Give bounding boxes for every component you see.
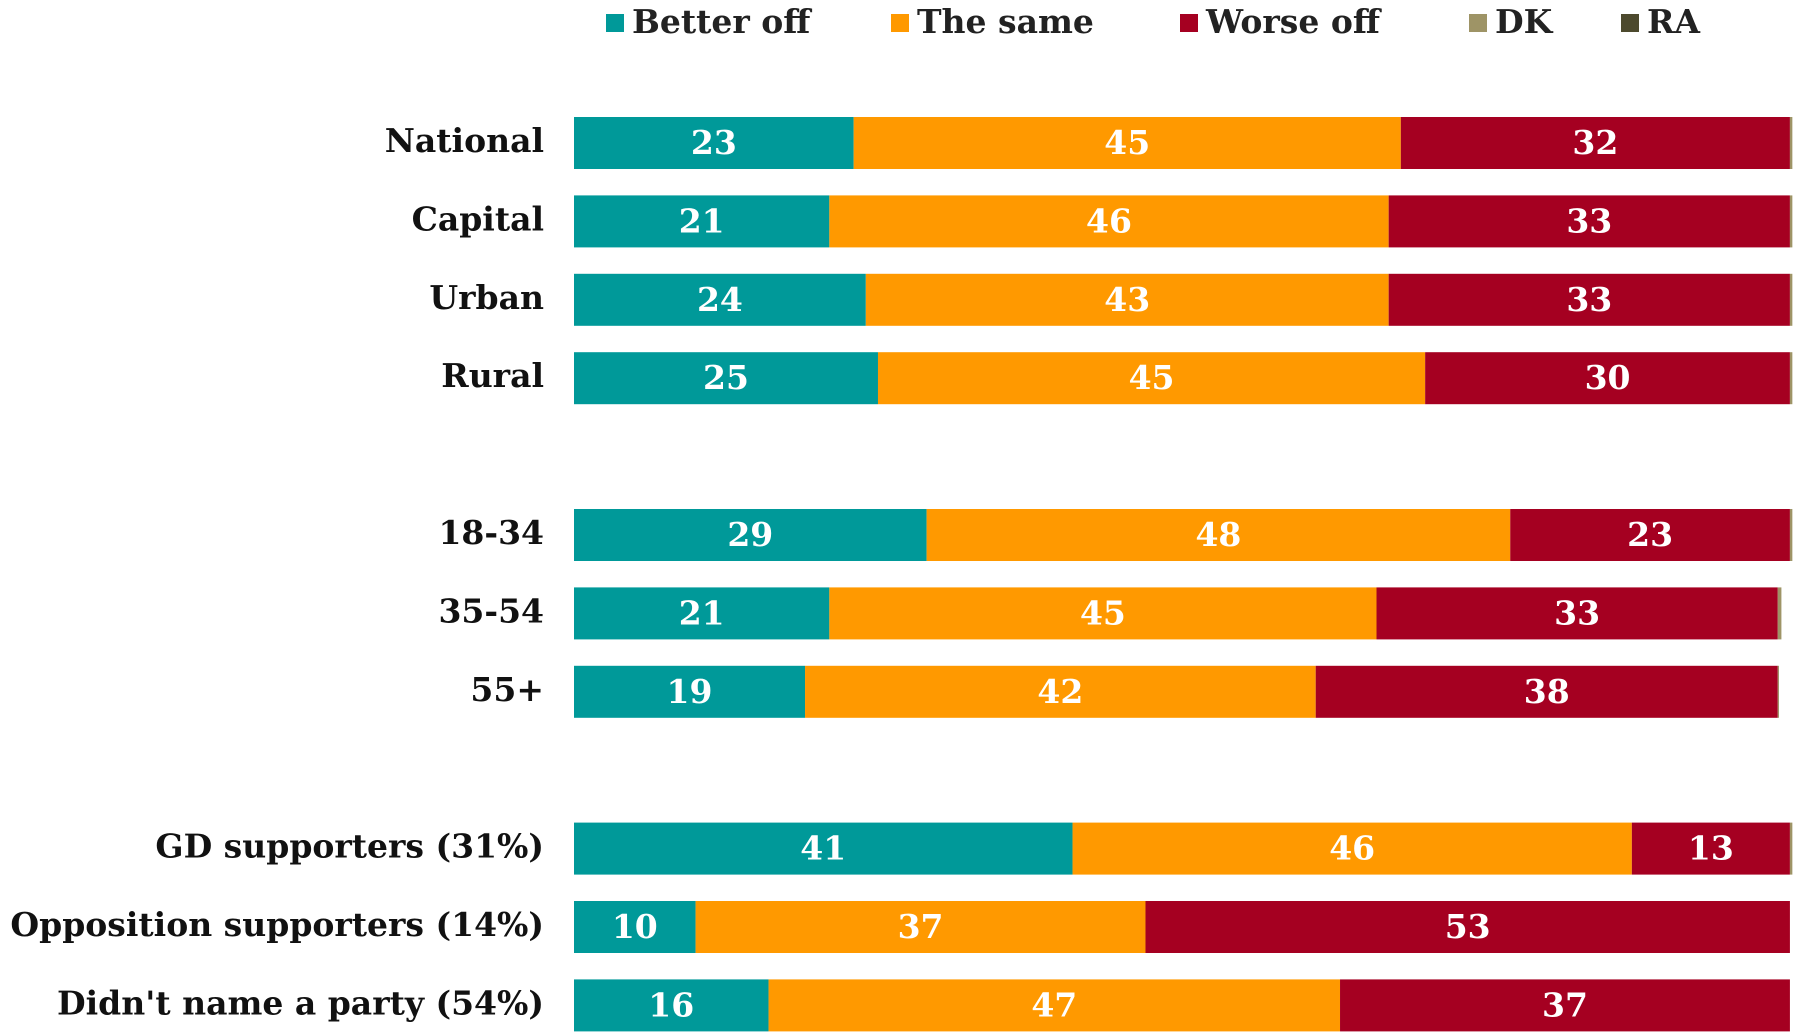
data-label: 37 xyxy=(1542,985,1588,1024)
data-label: 13 xyxy=(1688,829,1734,868)
bar-segment xyxy=(1388,273,1790,326)
bar-segment xyxy=(768,979,1341,1032)
bar-segment xyxy=(1789,117,1793,169)
bar-segment xyxy=(1631,822,1790,875)
bar-segment xyxy=(1072,822,1632,875)
bar-segment xyxy=(829,587,1377,640)
data-label: 24 xyxy=(697,280,743,319)
bar-segment xyxy=(805,665,1316,718)
bar-segment xyxy=(574,665,806,718)
bar-segment xyxy=(853,117,1401,169)
data-label: 45 xyxy=(1080,593,1126,632)
category-label: Rural xyxy=(441,356,544,395)
data-label: 42 xyxy=(1037,672,1083,711)
category-label: 18-34 xyxy=(438,513,544,552)
category-label: National xyxy=(385,121,544,160)
bar-segment xyxy=(574,509,927,561)
legend-swatch xyxy=(1621,14,1639,32)
legend-swatch xyxy=(1180,14,1198,32)
bar-segment xyxy=(574,901,696,953)
data-label: 29 xyxy=(727,515,773,554)
bar-segment xyxy=(574,273,866,326)
legend-swatch xyxy=(606,14,624,32)
category-label: GD supporters (31%) xyxy=(155,827,544,866)
bar-segment xyxy=(1510,509,1790,561)
data-label: 16 xyxy=(648,985,694,1024)
data-label: 10 xyxy=(612,907,658,946)
bar-segment xyxy=(1425,352,1790,405)
data-label: 33 xyxy=(1566,280,1612,319)
bar-segment xyxy=(877,352,1426,405)
data-label: 32 xyxy=(1572,123,1618,162)
data-label: 38 xyxy=(1524,672,1570,711)
data-label: 46 xyxy=(1086,201,1132,240)
data-label: 45 xyxy=(1129,358,1175,397)
bar-segment xyxy=(1777,587,1782,640)
bar-segment xyxy=(1789,273,1793,326)
data-label: 19 xyxy=(667,672,713,711)
bar-segment xyxy=(1789,509,1793,561)
bar-segment xyxy=(1340,979,1790,1032)
bar-segment xyxy=(865,273,1389,326)
data-label: 41 xyxy=(800,829,846,868)
data-label: 46 xyxy=(1329,829,1375,868)
bar-segment xyxy=(1789,195,1793,248)
data-label: 43 xyxy=(1104,280,1150,319)
bar-segment xyxy=(1388,195,1790,248)
bar-segment xyxy=(926,509,1511,561)
data-label: 23 xyxy=(1627,515,1673,554)
legend-label: RA xyxy=(1647,2,1700,41)
bar-segment xyxy=(574,979,769,1032)
legend-label: DK xyxy=(1495,2,1554,41)
bar-segment xyxy=(1376,587,1778,640)
bar-segment xyxy=(1145,901,1790,953)
data-label: 37 xyxy=(898,907,944,946)
legend-label: Worse off xyxy=(1205,2,1382,41)
bar-segment xyxy=(695,901,1146,953)
data-label: 53 xyxy=(1445,907,1491,946)
bar-segment xyxy=(574,822,1073,875)
bar-segment xyxy=(574,195,830,248)
category-label: 55+ xyxy=(470,670,544,709)
category-label: Urban xyxy=(429,278,544,317)
bar-segment xyxy=(1315,665,1778,718)
bar-segment xyxy=(1777,665,1779,718)
bar-segment xyxy=(829,195,1389,248)
data-label: 47 xyxy=(1031,985,1077,1024)
bar-segment xyxy=(1400,117,1790,169)
bar-segment xyxy=(574,352,878,405)
bar-segment xyxy=(574,587,830,640)
bar-segment xyxy=(1789,822,1793,875)
legend-swatch xyxy=(1469,14,1487,32)
data-label: 21 xyxy=(679,201,725,240)
category-label: 35-54 xyxy=(438,591,544,630)
data-label: 25 xyxy=(703,358,749,397)
category-label: Capital xyxy=(412,199,544,238)
category-label: Didn't name a party (54%) xyxy=(57,983,544,1022)
data-label: 23 xyxy=(691,123,737,162)
data-label: 21 xyxy=(679,593,725,632)
bar-segment xyxy=(574,117,854,169)
legend-label: Better off xyxy=(632,2,812,41)
data-label: 33 xyxy=(1566,201,1612,240)
legend-label: The same xyxy=(917,2,1094,41)
data-label: 30 xyxy=(1585,358,1631,397)
bar-segment xyxy=(1789,352,1793,405)
legend-swatch xyxy=(891,14,909,32)
category-label: Opposition supporters (14%) xyxy=(10,905,544,944)
data-label: 33 xyxy=(1554,593,1600,632)
data-label: 48 xyxy=(1195,515,1241,554)
data-label: 45 xyxy=(1104,123,1150,162)
